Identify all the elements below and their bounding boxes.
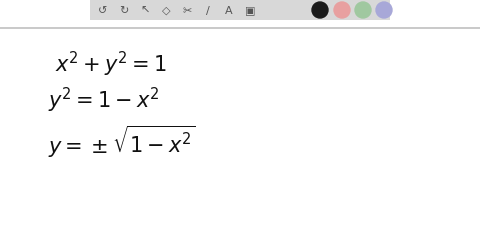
Text: ↻: ↻ xyxy=(120,6,129,16)
Text: $\mathit{y}^2 = 1 - \mathit{x}^2$: $\mathit{y}^2 = 1 - \mathit{x}^2$ xyxy=(48,85,159,114)
Circle shape xyxy=(355,3,371,19)
Text: ↖: ↖ xyxy=(140,6,150,16)
Circle shape xyxy=(312,3,328,19)
Text: ✂: ✂ xyxy=(182,6,192,16)
Text: $\mathit{y} = \pm\sqrt{1 - \mathit{x}^2}$: $\mathit{y} = \pm\sqrt{1 - \mathit{x}^2}… xyxy=(48,123,196,160)
Text: A: A xyxy=(225,6,233,16)
Circle shape xyxy=(376,3,392,19)
Text: $\mathit{x}^2 + \mathit{y}^2 = 1$: $\mathit{x}^2 + \mathit{y}^2 = 1$ xyxy=(55,49,167,78)
Text: /: / xyxy=(206,6,210,16)
Bar xyxy=(90,1,390,21)
Text: ↺: ↺ xyxy=(98,6,108,16)
Text: ◇: ◇ xyxy=(162,6,170,16)
Circle shape xyxy=(334,3,350,19)
Text: ▣: ▣ xyxy=(245,6,255,16)
